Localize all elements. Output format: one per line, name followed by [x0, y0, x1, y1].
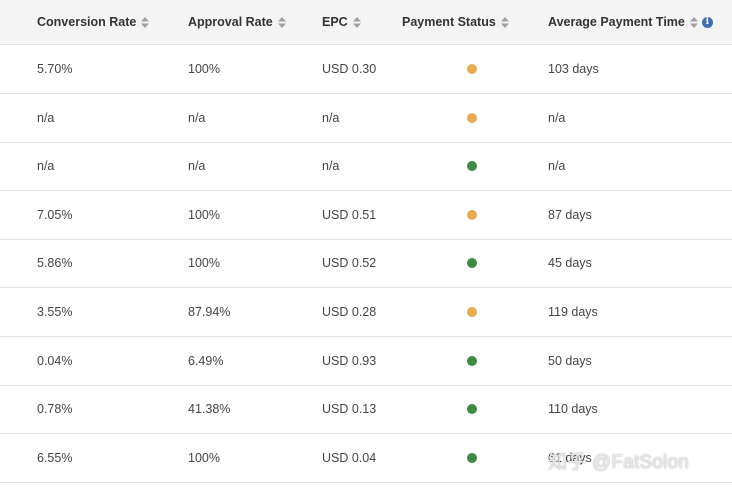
cell-conversion-rate: 0.78% — [37, 402, 73, 417]
header-payment-status[interactable]: Payment Status — [402, 0, 509, 44]
payment-status-indicator — [467, 209, 477, 220]
sort-icon[interactable] — [141, 16, 150, 28]
cell-average-payment-time: 45 days — [548, 256, 592, 271]
payment-status-indicator — [467, 258, 477, 269]
cell-conversion-rate: 5.70% — [37, 62, 73, 76]
cell-approval-rate: 41.38% — [188, 402, 231, 417]
table-row[interactable]: 0.04% 6.49% USD 0.93 50 days — [0, 337, 732, 386]
cell-epc: USD 0.93 — [322, 353, 377, 368]
cell-approval-rate: 100% — [188, 256, 220, 271]
cell-approval-rate: n/a — [188, 159, 206, 174]
cell-approval-rate: 6.49% — [188, 353, 224, 368]
header-epc-label: EPC — [322, 15, 348, 29]
table-row[interactable]: n/a n/a n/a n/a — [0, 94, 732, 143]
cell-conversion-rate: 5.86% — [37, 256, 73, 271]
cell-approval-rate: 100% — [188, 450, 220, 465]
cell-conversion-rate: 0.04% — [37, 353, 73, 368]
info-icon[interactable]: i — [701, 16, 713, 28]
cell-average-payment-time: 50 days — [548, 353, 592, 368]
header-conversion-rate[interactable]: Conversion Rate — [37, 0, 150, 44]
cell-epc: USD 0.51 — [322, 207, 377, 222]
cell-average-payment-time: 87 days — [548, 207, 592, 222]
header-epc[interactable]: EPC — [322, 0, 361, 44]
payment-status-indicator — [467, 355, 477, 366]
payment-status-indicator — [467, 307, 477, 317]
header-payment-status-label: Payment Status — [402, 15, 496, 29]
cell-average-payment-time: 103 days — [548, 62, 599, 76]
cell-approval-rate: n/a — [188, 110, 206, 125]
cell-approval-rate: 100% — [188, 62, 220, 76]
table-row[interactable]: 0.78% 41.38% USD 0.13 110 days — [0, 385, 732, 435]
cell-epc: USD 0.13 — [322, 402, 377, 417]
cell-epc: USD 0.52 — [322, 256, 377, 271]
sort-icon[interactable] — [500, 16, 509, 28]
cell-epc: n/a — [322, 159, 340, 174]
table-row[interactable]: n/a n/a n/a n/a — [0, 142, 732, 192]
cell-approval-rate: 100% — [188, 207, 220, 222]
cell-conversion-rate: 3.55% — [37, 305, 73, 319]
header-average-payment-time-label: Average Payment Time — [548, 15, 685, 29]
header-approval-rate[interactable]: Approval Rate — [188, 0, 286, 44]
table-row[interactable]: 6.55% 100% USD 0.04 61 days — [0, 434, 732, 483]
header-conversion-rate-label: Conversion Rate — [37, 15, 137, 29]
table-row[interactable]: 5.70% 100% USD 0.30 103 days — [0, 45, 732, 94]
header-approval-rate-label: Approval Rate — [188, 15, 273, 29]
table-header: Conversion Rate Approval Rate EPC Paymen… — [0, 0, 732, 45]
sort-icon[interactable] — [352, 16, 361, 28]
sort-icon[interactable] — [277, 16, 286, 28]
sort-icon[interactable] — [689, 16, 698, 28]
cell-conversion-rate: 6.55% — [37, 450, 73, 465]
cell-average-payment-time: 119 days — [548, 305, 598, 319]
payment-status-indicator — [467, 452, 477, 463]
cell-average-payment-time: 110 days — [548, 402, 598, 417]
cell-epc: USD 0.28 — [322, 305, 377, 319]
cell-epc: n/a — [322, 110, 340, 125]
table-row[interactable]: 3.55% 87.94% USD 0.28 119 days — [0, 288, 732, 337]
payment-status-indicator — [467, 112, 477, 123]
cell-conversion-rate: n/a — [37, 159, 55, 174]
cell-conversion-rate: n/a — [37, 110, 55, 125]
payment-status-indicator — [467, 404, 477, 415]
table-row[interactable]: 7.05% 100% USD 0.51 87 days — [0, 191, 732, 240]
cell-epc: USD 0.30 — [322, 62, 377, 76]
cell-average-payment-time: n/a — [548, 159, 566, 174]
payment-status-indicator — [467, 161, 477, 172]
table-row[interactable]: 5.86% 100% USD 0.52 45 days — [0, 239, 732, 289]
cell-epc: USD 0.04 — [322, 450, 377, 465]
cell-conversion-rate: 7.05% — [37, 207, 73, 222]
cell-average-payment-time: n/a — [548, 110, 566, 125]
cell-average-payment-time: 61 days — [548, 450, 592, 465]
cell-approval-rate: 87.94% — [188, 305, 231, 319]
payment-status-indicator — [467, 64, 477, 74]
header-average-payment-time[interactable]: Average Payment Time i — [548, 0, 713, 44]
